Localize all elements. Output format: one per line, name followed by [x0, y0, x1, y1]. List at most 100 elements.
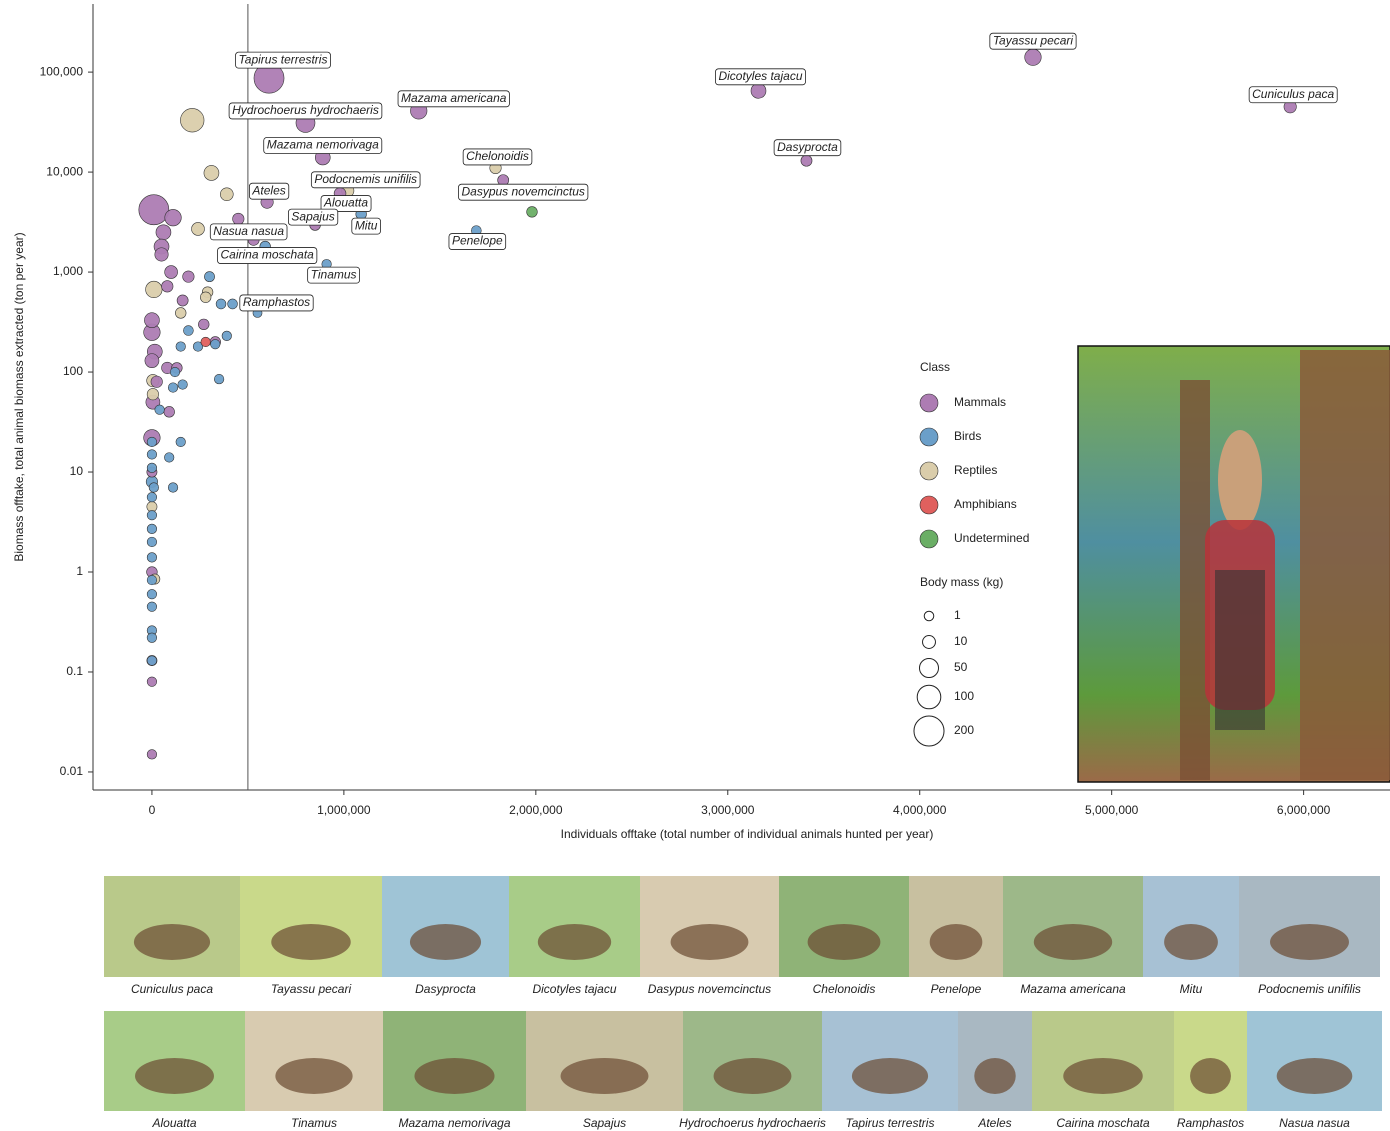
- bubble: [176, 294, 189, 307]
- size-legend-label: 100: [954, 689, 974, 703]
- drawing-figure: [1063, 1058, 1143, 1094]
- label-box: [235, 51, 331, 69]
- label-box: [217, 247, 318, 264]
- point-label: Dicotyles tajacu: [718, 69, 802, 83]
- size-legend-circle: [923, 610, 935, 622]
- drawing-caption: Mazama americana: [1020, 982, 1126, 996]
- bubble: [148, 482, 159, 493]
- bubble: [145, 280, 163, 299]
- label-box: [287, 208, 339, 226]
- drawing-caption: Sapajus: [583, 1116, 626, 1130]
- bubble: [203, 165, 220, 181]
- bubble: [192, 341, 204, 352]
- label-box: [263, 137, 383, 154]
- bubble: [138, 194, 170, 226]
- bubble: [146, 632, 158, 643]
- y-tick-label: 100,000: [40, 64, 84, 78]
- point-label: Ramphastos: [243, 295, 310, 309]
- bubble: [146, 589, 158, 600]
- point-label: Ateles: [251, 183, 285, 197]
- bubble: [200, 336, 211, 348]
- label-box: [307, 266, 360, 284]
- bubble: [200, 291, 212, 303]
- bubble: [175, 436, 186, 448]
- y-tick-label: 1: [76, 564, 83, 578]
- drawing-figure: [670, 924, 749, 960]
- y-tick-label: 10: [70, 464, 84, 478]
- x-axis-title: Individuals offtake (total number of ind…: [561, 827, 934, 841]
- bubble: [220, 187, 234, 202]
- legend-swatch: [919, 461, 939, 481]
- drawing-figure: [414, 1058, 495, 1094]
- legend-swatch: [919, 427, 939, 447]
- point-label: Cuniculus paca: [1252, 87, 1334, 101]
- drawing-caption: Cuniculus paca: [131, 982, 213, 996]
- label-box: [228, 102, 383, 120]
- bubble: [144, 312, 160, 328]
- bubble: [232, 212, 245, 225]
- x-tick-label: 1,000,000: [317, 803, 371, 817]
- x-tick-label: 0: [149, 803, 156, 817]
- label-box: [249, 182, 290, 200]
- bubble: [164, 265, 178, 279]
- drawing-caption: Cairina moschata: [1056, 1116, 1150, 1130]
- size-legend-label: 200: [954, 723, 974, 737]
- label-box: [1248, 86, 1338, 104]
- size-legend-circle: [918, 657, 940, 679]
- bubble: [191, 222, 205, 236]
- drawing-caption: Mitu: [1180, 982, 1203, 996]
- bubble: [164, 209, 182, 227]
- label-box: [715, 68, 806, 86]
- legend-title: Class: [920, 360, 950, 374]
- drawing-figure: [135, 1058, 214, 1094]
- drawing-caption: Nasua nasua: [1279, 1116, 1350, 1130]
- x-tick-label: 4,000,000: [893, 803, 947, 817]
- size-legend-label: 50: [954, 660, 968, 674]
- drawing-caption: Podocnemis unifilis: [1258, 982, 1361, 996]
- label-box: [458, 183, 589, 201]
- label-box: [989, 32, 1077, 50]
- bubble: [146, 601, 158, 612]
- drawing-caption: Ramphastos: [1177, 1116, 1244, 1130]
- bubble: [163, 406, 175, 418]
- y-tick-label: 10,000: [46, 164, 83, 178]
- drawing-caption: Dasypus novemcinctus: [648, 982, 771, 996]
- point-label: Sapajus: [291, 209, 334, 223]
- bubble: [150, 375, 163, 388]
- drawing-figure: [275, 1058, 353, 1094]
- bubble: [146, 655, 158, 666]
- inset-drawing: [1077, 345, 1390, 783]
- bubble: [146, 575, 158, 586]
- point-label: Penelope: [452, 234, 503, 248]
- drawing-caption: Alouatta: [151, 1116, 196, 1130]
- size-legend-label: 1: [954, 608, 961, 622]
- point-label: Mazama nemorivaga: [267, 138, 379, 152]
- bubble: [146, 676, 158, 687]
- y-axis-title: Biomass offtake, total animal biomass ex…: [12, 232, 26, 561]
- point-label: Dasypus novemcinctus: [461, 184, 584, 198]
- bubble: [161, 280, 174, 293]
- bubble: [146, 462, 158, 473]
- bubble: [177, 379, 188, 390]
- size-legend-circle: [922, 635, 936, 649]
- legend-label: Birds: [954, 429, 981, 443]
- label-box: [239, 294, 314, 312]
- point-label: Tinamus: [311, 267, 357, 281]
- size-legend-circle: [916, 684, 942, 710]
- x-tick-label: 6,000,000: [1277, 803, 1331, 817]
- label-box: [773, 139, 842, 157]
- bubble: [146, 449, 158, 460]
- drawing-caption: Penelope: [931, 982, 982, 996]
- y-tick-label: 100: [63, 364, 83, 378]
- drawing-caption: Dasyprocta: [415, 982, 476, 996]
- label-box: [351, 217, 381, 235]
- drawing-figure: [1270, 924, 1349, 960]
- bubble: [210, 339, 221, 350]
- point-label: Cairina moschata: [220, 248, 314, 262]
- point-label: Hydrochoerus hydrochaeris: [232, 103, 379, 117]
- drawing-figure: [537, 924, 612, 960]
- point-label: Mazama americana: [401, 91, 507, 105]
- drawing-caption: Tayassu pecari: [271, 982, 352, 996]
- legend-label: Mammals: [954, 395, 1006, 409]
